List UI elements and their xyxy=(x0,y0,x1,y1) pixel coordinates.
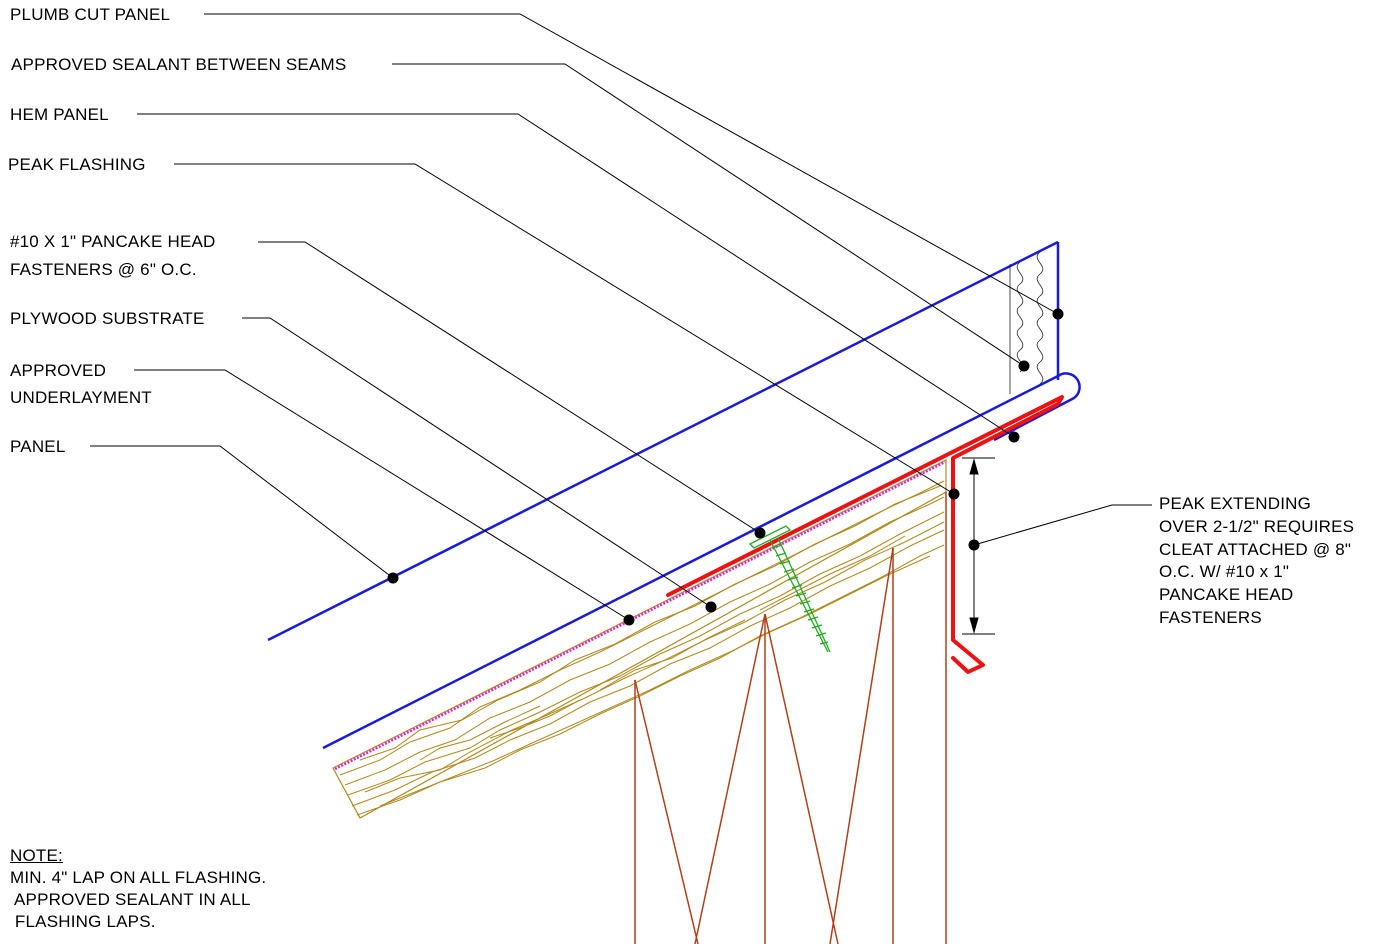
upper-panel-line xyxy=(267,240,1059,642)
plywood-substrate-label: PLYWOOD SUBSTRATE xyxy=(10,309,205,328)
peak-extending-line: PANCAKE HEAD xyxy=(1159,585,1294,605)
panel-line xyxy=(322,373,1061,750)
peak-extending-line: OVER 2-1/2" REQUIRES xyxy=(1159,516,1355,536)
note-line: MIN. 4" LAP ON ALL FLASHING. xyxy=(10,868,267,887)
panel-label: PANEL xyxy=(10,437,66,456)
peak-extending-label: PEAK EXTENDING OVER 2-1/2" REQUIRES CLEA… xyxy=(1159,493,1354,630)
hem-panel xyxy=(993,372,1081,442)
underlayment-label-line1: APPROVED xyxy=(10,361,107,380)
truss-members xyxy=(634,492,947,944)
plumb-cut-panel-label: PLUMB CUT PANEL xyxy=(10,5,171,24)
approved-sealant-label: APPROVED SEALANT BETWEEN SEAMS xyxy=(11,55,347,74)
peak-flashing xyxy=(666,395,1064,674)
peak-extending-line: FASTENERS xyxy=(1159,607,1262,627)
peak-extending-line: PEAK EXTENDING xyxy=(1159,494,1312,513)
note-line: FLASHING LAPS. xyxy=(10,912,156,931)
leader-dots xyxy=(387,308,1064,626)
approved-sealant xyxy=(1009,251,1044,394)
fastener-label-line2: FASTENERS @ 6" O.C. xyxy=(10,260,197,279)
peak-extending-line: CLEAT ATTACHED @ 8" xyxy=(1159,539,1352,559)
leader-lines xyxy=(90,13,1152,621)
fastener-label-line1: #10 X 1" PANCAKE HEAD xyxy=(10,232,216,251)
peak-flashing-label: PEAK FLASHING xyxy=(8,155,146,174)
underlayment-label-line2: UNDERLAYMENT xyxy=(10,388,152,407)
hem-panel-label: HEM PANEL xyxy=(10,105,109,124)
peak-extending-line: O.C. W/ #10 x 1" xyxy=(1159,562,1290,582)
note-line: APPROVED SEALANT IN ALL xyxy=(10,890,251,909)
plywood-substrate xyxy=(332,459,947,819)
approved-underlayment xyxy=(334,460,946,771)
pancake-head-fastener xyxy=(748,525,831,653)
note-block: NOTE: MIN. 4" LAP ON ALL FLASHING. APPRO… xyxy=(10,845,266,933)
note-title: NOTE: xyxy=(10,846,63,865)
